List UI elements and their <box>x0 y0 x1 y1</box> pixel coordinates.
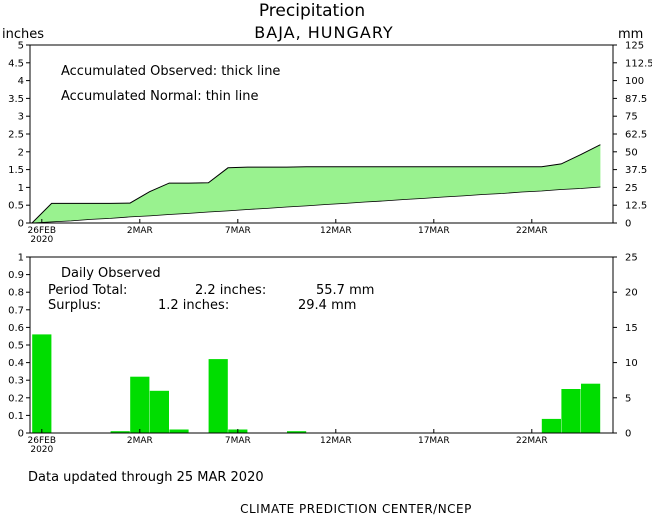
y-tick-label: 1.5 <box>8 165 24 176</box>
x-tick-label: 22MAR <box>516 226 548 236</box>
y-right-tick-label: 10 <box>625 358 638 369</box>
surplus-label: Surplus: <box>48 298 101 313</box>
accumulated-observed-line <box>31 144 601 224</box>
y-tick-label: 0.5 <box>8 341 24 352</box>
data-updated-note: Data updated through 25 MAR 2020 <box>28 470 264 485</box>
y-tick-label: 0.3 <box>8 376 24 387</box>
daily-bar <box>110 431 130 433</box>
y-tick-label: 2 <box>18 147 24 158</box>
annotation-observed: Accumulated Observed: thick line <box>61 64 280 79</box>
y-tick-label: 4.5 <box>8 58 24 69</box>
period-total-inches: 2.2 inches: <box>195 283 266 298</box>
daily-left-axis: 0 0.1 0.2 0.3 0.4 0.5 0.6 0.7 0.8 0.9 1 <box>8 253 30 440</box>
y-right-tick-label: 5 <box>625 393 631 404</box>
surplus-mm: 29.4 mm <box>298 298 356 313</box>
daily-observed-label: Daily Observed <box>61 266 161 281</box>
y-tick-label: 4 <box>18 76 24 87</box>
x-tick-label: 22MAR <box>516 436 548 446</box>
y-right-tick-label: 62.5 <box>625 130 647 141</box>
y-tick-label: 0.4 <box>8 358 24 369</box>
y-right-tick-label: 25 <box>625 183 638 194</box>
y-tick-label: 1 <box>18 183 24 194</box>
right-unit-label: mm <box>618 27 643 42</box>
y-tick-label: 0.2 <box>8 393 24 404</box>
x-tick-label: 12MAR <box>320 436 352 446</box>
period-total-label: Period Total: <box>48 283 127 298</box>
x-tick-label: 7MAR <box>225 226 251 236</box>
y-tick-label: 3 <box>18 112 24 123</box>
x-tick-label: 26FEB <box>28 436 57 446</box>
x-tick-label: 17MAR <box>418 226 450 236</box>
x-tick-year: 2020 <box>30 445 53 455</box>
y-tick-label: 0 <box>18 219 24 230</box>
y-right-tick-label: 125 <box>625 41 644 52</box>
daily-bar <box>169 429 189 433</box>
x-tick-label: 17MAR <box>418 436 450 446</box>
y-right-tick-label: 37.5 <box>625 165 647 176</box>
accumulated-left-axis: 0 0.5 1 1.5 2 2.5 3 3.5 4 4.5 5 <box>8 41 30 230</box>
y-right-tick-label: 75 <box>625 112 638 123</box>
y-tick-label: 0.5 <box>8 201 24 212</box>
surplus-inches: 1.2 inches: <box>158 298 229 313</box>
daily-bar <box>149 390 169 433</box>
y-right-tick-label: 50 <box>625 147 638 158</box>
x-tick-label: 2MAR <box>127 436 153 446</box>
daily-plot-area <box>32 334 601 433</box>
y-right-tick-label: 12.5 <box>625 201 647 212</box>
credit-line: CLIMATE PREDICTION CENTER/NCEP <box>240 502 472 516</box>
y-tick-label: 0 <box>18 429 24 440</box>
daily-bar <box>581 383 601 433</box>
accumulated-normal-line <box>31 186 601 224</box>
daily-bar <box>32 334 52 433</box>
accumulated-right-axis: 0 12.5 25 37.5 50 62.5 75 87.5 100 112.5 125 <box>613 41 652 230</box>
y-right-tick-label: 0 <box>625 219 631 230</box>
y-tick-label: 0.7 <box>8 305 24 316</box>
x-tick-year: 2020 <box>30 235 53 245</box>
y-right-tick-label: 112.5 <box>625 58 652 69</box>
y-tick-label: 2.5 <box>8 130 24 141</box>
y-tick-label: 0.8 <box>8 288 24 299</box>
period-total-mm: 55.7 mm <box>316 283 374 298</box>
daily-bar <box>208 359 228 433</box>
chart-subtitle: BAJA, HUNGARY <box>254 23 393 42</box>
y-tick-label: 0.1 <box>8 411 24 422</box>
y-right-tick-label: 87.5 <box>625 94 647 105</box>
y-right-tick-label: 100 <box>625 76 644 87</box>
y-right-tick-label: 15 <box>625 323 638 334</box>
y-tick-label: 5 <box>18 41 24 52</box>
y-right-tick-label: 25 <box>625 253 638 264</box>
daily-bar <box>287 431 307 433</box>
left-unit-label: inches <box>2 27 44 42</box>
daily-panel: 0 0.1 0.2 0.3 0.4 0.5 0.6 0.7 0.8 0.9 1 0 5 10 15 20 25… <box>8 253 638 456</box>
y-tick-label: 3.5 <box>8 94 24 105</box>
daily-bar <box>561 389 581 433</box>
y-tick-label: 0.6 <box>8 323 24 334</box>
y-tick-label: 1 <box>18 253 24 264</box>
x-tick-label: 2MAR <box>127 226 153 236</box>
y-right-tick-label: 0 <box>625 429 631 440</box>
accumulated-plot-area <box>31 144 601 224</box>
chart-title: Precipitation <box>259 1 365 21</box>
daily-bar <box>541 418 561 433</box>
accumulated-panel: 0 0.5 1 1.5 2 2.5 3 3.5 4 4.5 5 0 12.5 25 37.5 50 62.5 7… <box>8 41 652 246</box>
daily-bar <box>130 376 150 433</box>
x-tick-label: 12MAR <box>320 226 352 236</box>
accumulated-surplus-area <box>32 144 601 223</box>
y-right-tick-label: 20 <box>625 288 638 299</box>
annotation-normal: Accumulated Normal: thin line <box>61 89 259 104</box>
daily-right-axis: 0 5 10 15 20 25 <box>613 253 638 440</box>
y-tick-label: 0.9 <box>8 270 24 281</box>
x-tick-label: 7MAR <box>225 436 251 446</box>
x-tick-label: 26FEB <box>28 226 57 236</box>
